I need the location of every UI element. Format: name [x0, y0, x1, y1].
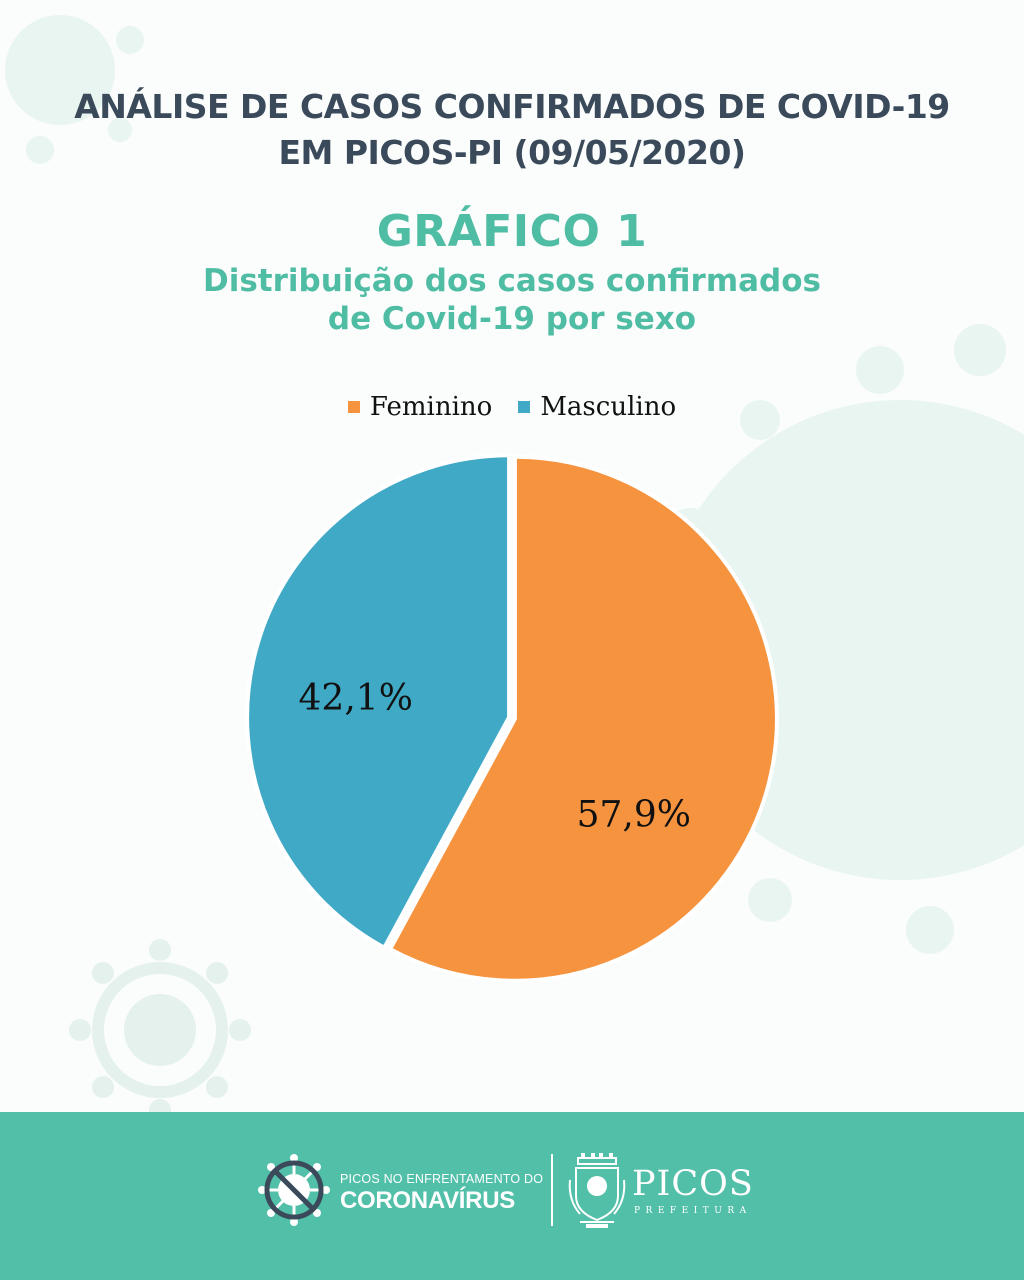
legend-item-feminino: Feminino — [347, 392, 493, 422]
prefeitura-subtitle: PREFEITURA — [634, 1206, 752, 1216]
footer: PICOS NO ENFRENTAMENTO DO CORONAVÍRUS PI… — [0, 1112, 1024, 1280]
no-virus-icon — [258, 1154, 330, 1226]
page-title-line1: ANÁLISE DE CASOS CONFIRMADOS DE COVID-19 — [74, 87, 950, 126]
legend-swatch-feminino — [347, 401, 360, 413]
page-title: ANÁLISE DE CASOS CONFIRMADOS DE COVID-19… — [0, 84, 1024, 176]
data-label-masculino: 42,1% — [299, 678, 413, 719]
page-title-line2: EM PICOS-PI (09/05/2020) — [278, 133, 746, 172]
legend-swatch-masculino — [518, 401, 531, 413]
campaign-small-text: PICOS NO ENFRENTAMENTO DO — [340, 1172, 544, 1186]
chart-subtitle-line1: Distribuição dos casos confirmados — [202, 263, 821, 299]
pie-chart: 57,9% 42,1% — [245, 453, 779, 983]
chart-legend: Feminino Masculino — [0, 392, 1024, 422]
chart-subtitle-line2: de Covid-19 por sexo — [327, 301, 697, 337]
campaign-logo: PICOS NO ENFRENTAMENTO DO CORONAVÍRUS — [258, 1152, 543, 1242]
pie-slice-feminino — [387, 454, 779, 983]
campaign-text: PICOS NO ENFRENTAMENTO DO CORONAVÍRUS — [340, 1172, 543, 1215]
legend-label-masculino: Masculino — [540, 392, 677, 422]
chart-subtitle: Distribuição dos casos confirmados de Co… — [0, 262, 1024, 338]
city-crest-icon — [568, 1153, 626, 1228]
legend-label-feminino: Feminino — [369, 392, 493, 422]
prefeitura-name: PICOS — [632, 1164, 754, 1204]
campaign-big-text: CORONAVÍRUS — [340, 1187, 515, 1214]
data-label-feminino: 57,9% — [577, 794, 691, 835]
page-header: ANÁLISE DE CASOS CONFIRMADOS DE COVID-19… — [0, 84, 1024, 176]
pie-slice-masculino — [245, 453, 512, 951]
footer-divider — [551, 1154, 553, 1226]
chart-title: GRÁFICO 1 — [376, 206, 648, 257]
prefeitura-logo: PICOS PREFEITURA — [566, 1150, 776, 1240]
legend-item-masculino: Masculino — [518, 392, 676, 422]
